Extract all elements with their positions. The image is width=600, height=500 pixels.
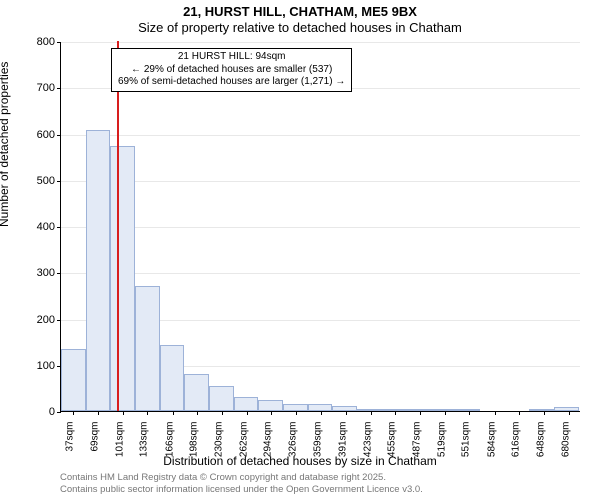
histogram-bar: [61, 349, 86, 411]
xtick-mark: [271, 411, 272, 415]
histogram-bar: [308, 404, 333, 411]
xtick-mark: [73, 411, 74, 415]
histogram-bar: [406, 409, 431, 411]
ytick-label: 300: [15, 267, 55, 279]
chart-title-sub: Size of property relative to detached ho…: [0, 20, 600, 35]
xtick-label: 133sqm: [139, 422, 150, 466]
histogram-bar: [86, 130, 111, 411]
xtick-mark: [98, 411, 99, 415]
xtick-label: 294sqm: [263, 422, 274, 466]
xtick-mark: [147, 411, 148, 415]
xtick-label: 391sqm: [338, 422, 349, 466]
annotation-line-1: 21 HURST HILL: 94sqm: [118, 51, 345, 64]
ytick-label: 200: [15, 314, 55, 326]
chart-container: 21, HURST HILL, CHATHAM, ME5 9BX Size of…: [0, 0, 600, 500]
xtick-mark: [569, 411, 570, 415]
chart-title-main: 21, HURST HILL, CHATHAM, ME5 9BX: [0, 4, 600, 19]
gridline: [61, 42, 580, 43]
xtick-label: 198sqm: [189, 422, 200, 466]
gridline: [61, 135, 580, 136]
xtick-label: 455sqm: [387, 422, 398, 466]
xtick-mark: [173, 411, 174, 415]
histogram-bar: [554, 407, 579, 411]
histogram-bar: [135, 286, 160, 411]
xtick-mark: [247, 411, 248, 415]
xtick-mark: [123, 411, 124, 415]
histogram-bar: [357, 409, 382, 411]
xtick-mark: [469, 411, 470, 415]
ytick-label: 100: [15, 360, 55, 372]
xtick-label: 648sqm: [536, 422, 547, 466]
ytick-label: 600: [15, 129, 55, 141]
ytick-mark: [57, 320, 61, 321]
histogram-bar: [160, 345, 185, 411]
annotation-line-3: 69% of semi-detached houses are larger (…: [118, 76, 345, 89]
histogram-bar: [381, 409, 406, 411]
xtick-label: 69sqm: [89, 422, 100, 466]
footer-line-2: Contains public sector information licen…: [60, 484, 423, 496]
ytick-label: 0: [15, 406, 55, 418]
ytick-mark: [57, 227, 61, 228]
xtick-label: 359sqm: [313, 422, 324, 466]
footer-line-1: Contains HM Land Registry data © Crown c…: [60, 472, 423, 484]
histogram-bar: [234, 397, 259, 411]
ytick-mark: [57, 42, 61, 43]
histogram-bar: [110, 146, 135, 411]
xtick-label: 37sqm: [65, 422, 76, 466]
xtick-label: 551sqm: [461, 422, 472, 466]
xtick-label: 423sqm: [362, 422, 373, 466]
xtick-mark: [371, 411, 372, 415]
gridline: [61, 273, 580, 274]
xtick-mark: [445, 411, 446, 415]
xtick-label: 584sqm: [486, 422, 497, 466]
xtick-label: 326sqm: [287, 422, 298, 466]
xtick-label: 166sqm: [164, 422, 175, 466]
xtick-label: 519sqm: [436, 422, 447, 466]
histogram-bar: [455, 409, 480, 411]
ytick-mark: [57, 273, 61, 274]
xtick-label: 487sqm: [411, 422, 422, 466]
ytick-label: 800: [15, 36, 55, 48]
histogram-bar: [332, 406, 357, 411]
xtick-mark: [197, 411, 198, 415]
ytick-mark: [57, 181, 61, 182]
xtick-label: 680sqm: [560, 422, 571, 466]
xtick-mark: [420, 411, 421, 415]
xtick-mark: [222, 411, 223, 415]
gridline: [61, 181, 580, 182]
histogram-bar: [209, 386, 234, 411]
attribution-footer: Contains HM Land Registry data © Crown c…: [60, 472, 423, 496]
ytick-mark: [57, 88, 61, 89]
xtick-mark: [321, 411, 322, 415]
xtick-mark: [495, 411, 496, 415]
histogram-bar: [283, 404, 308, 411]
ytick-label: 700: [15, 82, 55, 94]
property-marker-line: [117, 41, 119, 411]
gridline: [61, 227, 580, 228]
xtick-mark: [346, 411, 347, 415]
histogram-bar: [431, 409, 456, 411]
xtick-label: 616sqm: [511, 422, 522, 466]
ytick-mark: [57, 135, 61, 136]
ytick-mark: [57, 412, 61, 413]
histogram-bar: [529, 409, 554, 411]
ytick-label: 500: [15, 175, 55, 187]
plot-area: 21 HURST HILL: 94sqm ← 29% of detached h…: [60, 42, 580, 412]
xtick-mark: [395, 411, 396, 415]
xtick-mark: [544, 411, 545, 415]
annotation-line-2: ← 29% of detached houses are smaller (53…: [118, 64, 345, 77]
xtick-label: 262sqm: [238, 422, 249, 466]
y-axis-label: Number of detached properties: [0, 62, 11, 227]
histogram-bar: [258, 400, 283, 411]
xtick-mark: [519, 411, 520, 415]
xtick-label: 101sqm: [114, 422, 125, 466]
ytick-label: 400: [15, 221, 55, 233]
histogram-bar: [184, 374, 209, 411]
annotation-box: 21 HURST HILL: 94sqm ← 29% of detached h…: [111, 48, 352, 92]
xtick-mark: [296, 411, 297, 415]
xtick-label: 230sqm: [214, 422, 225, 466]
